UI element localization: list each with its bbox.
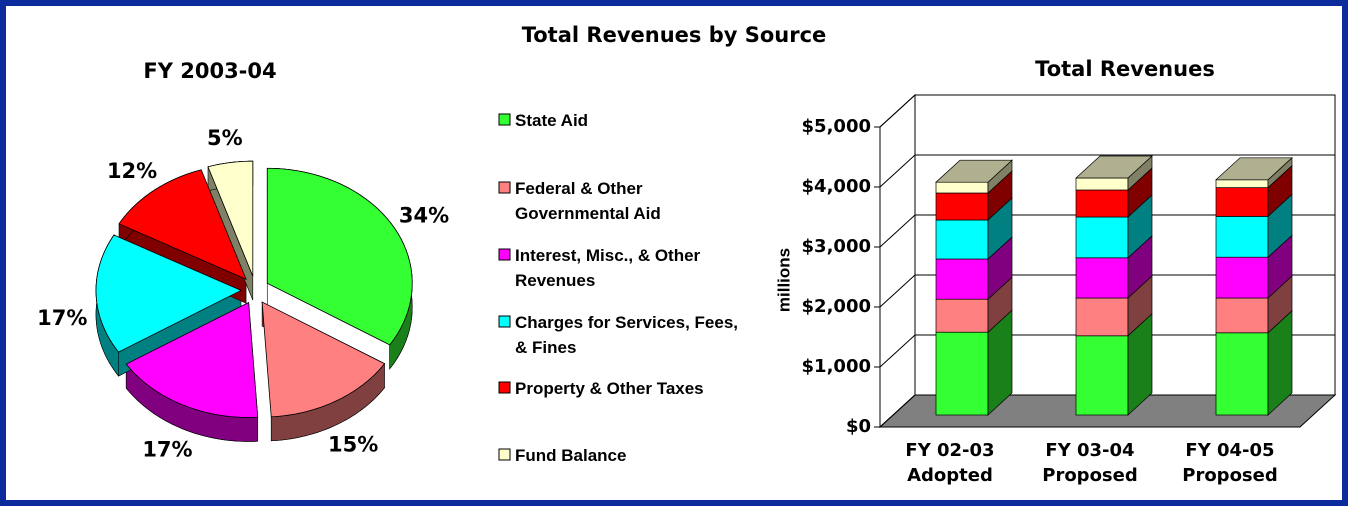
bar-segment [1215, 332, 1269, 416]
data-label: 12% [107, 159, 157, 183]
pie-slice [207, 160, 254, 277]
legend-label: Interest, Misc., & Other Revenues [515, 246, 701, 290]
bar-segment [1075, 189, 1129, 218]
pie-slice [118, 169, 247, 280]
data-label: 5% [207, 126, 243, 150]
y-tick-label: $3,000 [802, 236, 871, 257]
data-label: 34% [399, 203, 449, 227]
data-label: 17% [142, 437, 192, 461]
bar-segment [1215, 216, 1269, 258]
bar-top [1075, 155, 1153, 179]
grid-line [879, 214, 1335, 248]
legend-swatch [498, 448, 511, 461]
legend-swatch [498, 181, 511, 194]
legend-swatch [498, 113, 511, 126]
y-axis-label: millions [774, 248, 793, 312]
bar-segment [1075, 335, 1129, 416]
legend-label: Federal & Other Governmental Aid [515, 179, 661, 223]
bar-segment [1075, 297, 1129, 337]
legend-swatch [498, 381, 511, 394]
bar-title: Total Revenues [1035, 57, 1215, 81]
data-label: 15% [328, 433, 378, 457]
bar-segment [1075, 216, 1129, 259]
pie-slice [125, 301, 259, 418]
bar-segment [1075, 177, 1129, 191]
grid-line [879, 334, 1335, 368]
bar-segment [935, 298, 989, 333]
bar-segment [1215, 179, 1269, 188]
bar-segment [1075, 257, 1129, 299]
side-wall [879, 93, 916, 429]
y-tick-label: $2,000 [802, 296, 871, 317]
pie-slice [261, 301, 386, 418]
legend-swatch [498, 315, 511, 328]
legend-swatch [498, 248, 511, 261]
bar-segment [935, 258, 989, 300]
x-tick-label: FY 03-04 Proposed [1042, 440, 1138, 486]
legend-label: Charges for Services, Fees, & Fines [515, 313, 739, 357]
x-tick-label: FY 02-03 Adopted [905, 440, 995, 486]
data-label: 17% [37, 306, 87, 330]
bar-top [1215, 157, 1293, 181]
grid-line [879, 154, 1335, 188]
bar-segment [935, 181, 989, 194]
bar-segment [935, 192, 989, 221]
x-tick-label: FY 04-05 Proposed [1182, 440, 1278, 486]
legend-label: State Aid [515, 111, 589, 130]
legend-label: Property & Other Taxes [515, 379, 704, 398]
grid-line [879, 274, 1335, 308]
bar-top [935, 159, 1013, 183]
y-tick-label: $1,000 [802, 356, 871, 377]
pie-slice [266, 167, 413, 346]
grid-line [879, 394, 1335, 428]
y-tick-label: $0 [846, 416, 871, 437]
bar-segment [1215, 187, 1269, 217]
y-tick-label: $4,000 [802, 176, 871, 197]
legend-label: Fund Balance [515, 446, 627, 465]
main-title: Total Revenues by Source [522, 23, 827, 47]
pie-slice [95, 234, 242, 353]
bar-segment [935, 219, 989, 260]
y-tick-label: $5,000 [802, 116, 871, 137]
bar-segment [1215, 297, 1269, 334]
bar-segment [1215, 256, 1269, 299]
grid-line [879, 94, 1335, 128]
pie-title: FY 2003-04 [143, 59, 276, 83]
bar-segment [935, 331, 989, 416]
